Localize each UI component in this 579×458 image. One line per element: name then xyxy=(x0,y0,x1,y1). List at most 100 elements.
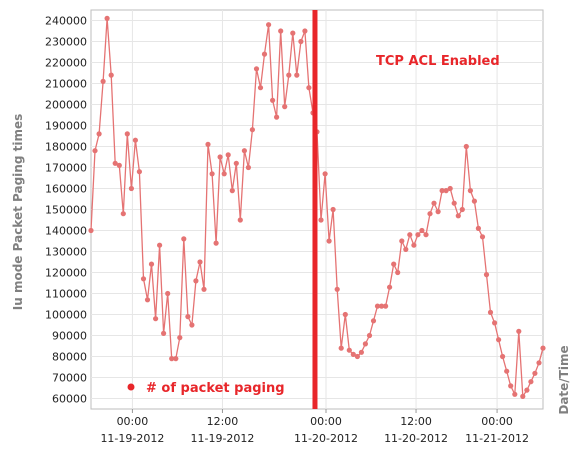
data-point xyxy=(116,162,122,168)
data-point xyxy=(128,185,134,192)
annotation-tcp-acl-enabled: TCP ACL Enabled xyxy=(376,54,500,69)
data-point xyxy=(431,200,437,206)
y-axis: 60000 70000 80000 90000 100000 110000 120000 13… xyxy=(45,15,87,406)
series-points xyxy=(88,15,546,399)
data-point xyxy=(165,290,171,297)
data-point xyxy=(249,127,255,133)
data-point xyxy=(334,286,340,292)
data-point xyxy=(342,311,348,318)
y-tick-label: 160000 xyxy=(45,183,87,196)
data-point xyxy=(362,341,368,347)
data-point xyxy=(100,78,106,84)
data-point xyxy=(354,353,360,360)
data-point xyxy=(274,114,280,120)
x-tick-date: 11-20-2012 xyxy=(294,432,358,445)
x-tick-time: 00:00 xyxy=(117,415,149,428)
y-tick-label: 140000 xyxy=(45,225,87,238)
y-tick-label: 200000 xyxy=(45,99,87,112)
data-point xyxy=(350,351,356,357)
data-point xyxy=(253,66,260,72)
data-point xyxy=(374,303,381,309)
y-tick-label: 120000 xyxy=(45,267,87,280)
data-point xyxy=(96,131,102,137)
x-tick-time: 00:00 xyxy=(481,415,513,428)
data-point xyxy=(302,28,308,34)
data-point xyxy=(318,217,324,223)
data-point xyxy=(169,356,175,362)
y-tick-label: 100000 xyxy=(45,309,87,322)
x-axis: 00:00 11-19-2012 12:00 11-19-2012 00:00 11-20… xyxy=(100,409,529,445)
data-point xyxy=(241,148,247,154)
data-point xyxy=(512,391,518,397)
data-point xyxy=(177,335,183,341)
data-point xyxy=(161,330,167,336)
y-axis-title: Iu mode Packet Paging times xyxy=(11,114,25,310)
data-point xyxy=(403,246,409,252)
data-point xyxy=(383,303,389,309)
data-point xyxy=(415,232,421,238)
data-point xyxy=(391,261,397,267)
data-point xyxy=(322,171,328,177)
data-point xyxy=(120,211,126,217)
data-point xyxy=(108,72,114,78)
data-point xyxy=(189,322,195,328)
y-tick-label: 180000 xyxy=(45,141,87,154)
data-point xyxy=(467,188,473,194)
data-point xyxy=(492,320,498,326)
y-tick-label: 230000 xyxy=(45,36,87,49)
data-point xyxy=(237,217,243,223)
y-tick-label: 190000 xyxy=(45,120,87,133)
y-tick-label: 90000 xyxy=(52,330,87,343)
data-point xyxy=(294,72,300,78)
data-point xyxy=(508,383,514,389)
data-point xyxy=(520,393,526,399)
data-point xyxy=(213,240,219,246)
data-point xyxy=(205,141,211,147)
data-point xyxy=(475,225,481,231)
data-point xyxy=(193,278,199,284)
data-point xyxy=(209,171,215,177)
data-point xyxy=(144,297,151,303)
x-tick-time: 12:00 xyxy=(207,415,239,428)
data-point xyxy=(201,286,207,292)
y-tick-label: 220000 xyxy=(45,57,87,70)
x-tick-date: 11-19-2012 xyxy=(190,432,254,445)
data-point xyxy=(112,160,118,166)
data-point xyxy=(298,38,304,45)
data-point xyxy=(326,238,332,244)
data-point xyxy=(157,242,163,248)
y-tick-label: 210000 xyxy=(45,78,87,91)
data-point xyxy=(286,72,292,78)
data-point xyxy=(395,269,401,276)
data-point xyxy=(451,200,457,206)
x-tick-time: 00:00 xyxy=(310,415,342,428)
data-point xyxy=(524,387,530,393)
legend-marker xyxy=(127,383,135,391)
x-tick-time: 12:00 xyxy=(400,415,432,428)
data-point xyxy=(387,284,393,290)
data-point xyxy=(197,259,203,265)
data-point xyxy=(173,356,179,362)
data-point xyxy=(278,28,284,34)
data-point xyxy=(516,328,522,334)
data-point xyxy=(407,232,413,238)
data-point xyxy=(124,131,130,137)
data-point xyxy=(532,370,538,376)
data-point xyxy=(370,318,377,324)
data-point xyxy=(528,379,534,385)
y-tick-label: 110000 xyxy=(45,288,87,301)
data-point xyxy=(104,15,110,21)
x-tick-date: 11-21-2012 xyxy=(465,432,529,445)
x-axis-title: Date/Time xyxy=(557,345,571,414)
data-point xyxy=(483,272,490,278)
data-point xyxy=(136,169,142,175)
y-tick-label: 70000 xyxy=(52,372,87,385)
data-point xyxy=(427,211,433,217)
y-tick-label: 170000 xyxy=(45,162,87,175)
data-point xyxy=(463,143,469,150)
data-point xyxy=(338,345,344,351)
data-point xyxy=(439,188,445,194)
y-tick-label: 240000 xyxy=(45,15,87,28)
data-point xyxy=(330,206,336,213)
